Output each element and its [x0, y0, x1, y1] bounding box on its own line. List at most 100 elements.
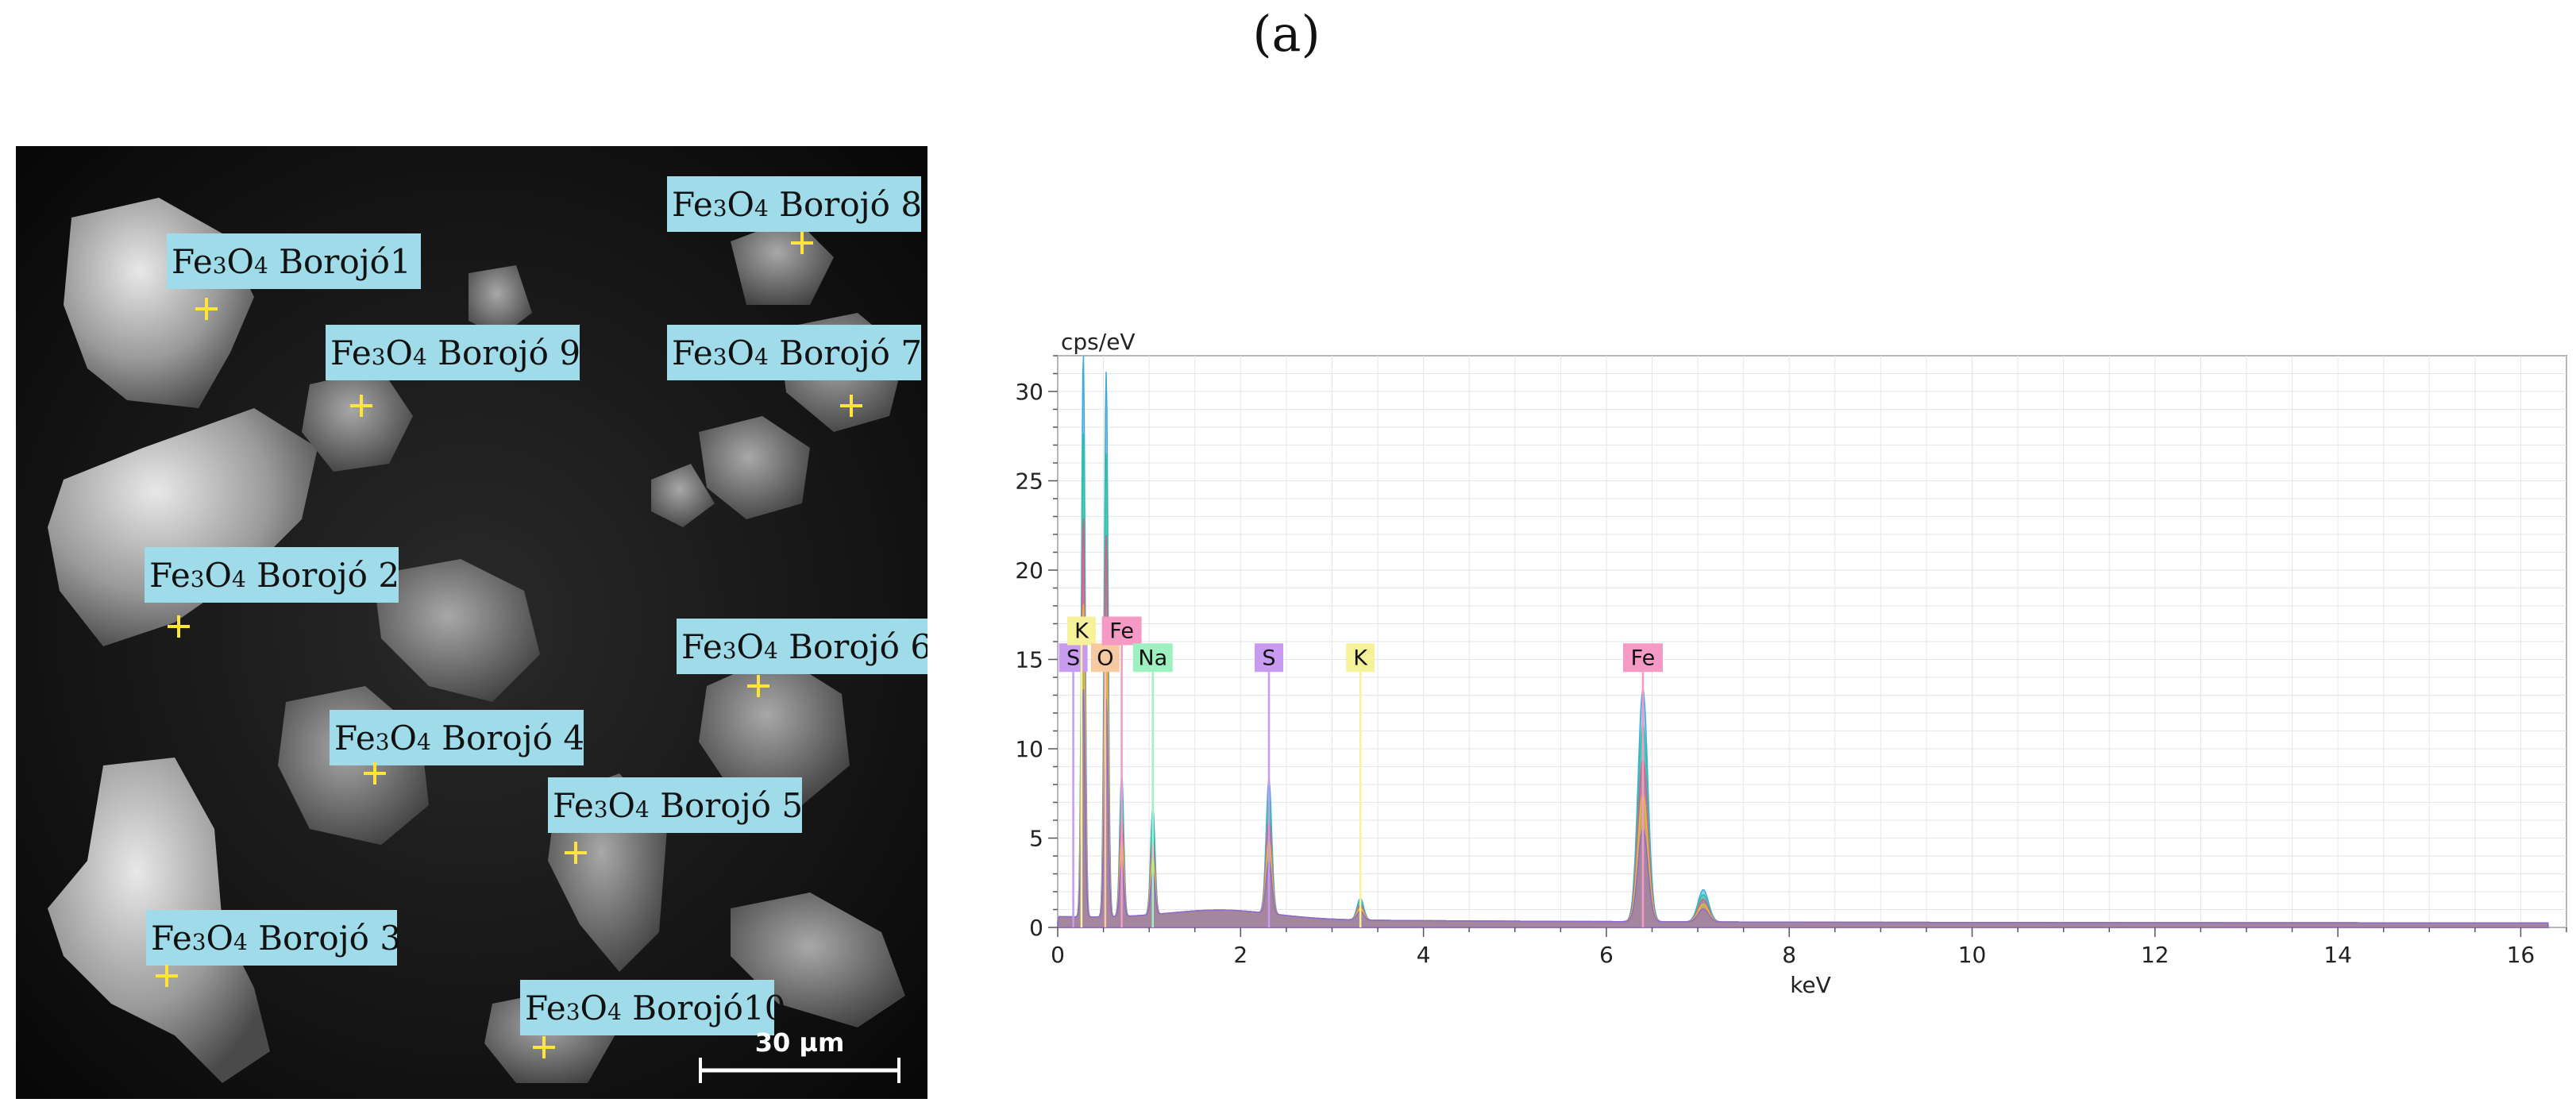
sem-label-text: Fe3O4 Borojó 2 — [149, 556, 399, 595]
sem-label-part: 4 — [754, 195, 769, 222]
sem-label-part: O — [727, 333, 754, 372]
y-tick-label: 25 — [1015, 468, 1043, 495]
y-tick-label: 0 — [1029, 915, 1043, 941]
x-tick-label: 16 — [2507, 942, 2536, 968]
sem-label-text: Fe3O4 Borojó 4 — [334, 719, 584, 758]
sem-label-part: Borojó 2 — [246, 556, 399, 595]
sem-label-part: 3 — [372, 344, 386, 370]
element-marker-fe: Fe — [1622, 643, 1663, 927]
sem-point-4: Fe3O4 Borojó 4 — [330, 710, 584, 785]
y-axis: 0 5 10 15 20 25 30 — [1015, 355, 1058, 941]
sem-label-part: Fe — [172, 242, 213, 281]
y-tick-label: 30 — [1015, 379, 1043, 405]
figure-label: (a) — [1252, 5, 1321, 63]
element-marker-label: S — [1066, 646, 1080, 670]
y-axis-label: cps/eV — [1061, 329, 1136, 355]
sem-label-part: 3 — [723, 638, 737, 664]
sem-label-part: 4 — [754, 344, 769, 370]
crosshair-icon — [350, 395, 372, 417]
spectrum-traces — [1057, 355, 2549, 928]
element-marker-label: Fe — [1109, 619, 1134, 644]
sem-label-part: 3 — [713, 195, 727, 222]
sem-label-part: 3 — [594, 796, 608, 823]
sem-point-8: Fe3O4 Borojó 8 — [667, 176, 922, 254]
sem-label-part: Borojó 3 — [248, 919, 401, 958]
sem-point-10: Fe3O4 Borojó10 — [520, 980, 785, 1058]
sem-label-part: O — [608, 786, 635, 825]
sem-label-part: O — [205, 556, 232, 595]
sem-label-part: 3 — [566, 999, 580, 1025]
crosshair-icon — [195, 298, 218, 320]
sem-label-part: Fe — [525, 989, 566, 1027]
element-marker-label: K — [1353, 646, 1368, 670]
sem-label-part: 4 — [232, 566, 246, 592]
x-axis-label: keV — [1790, 972, 1831, 998]
sem-label-part: O — [386, 333, 413, 372]
sem-label-part: Borojó1 — [268, 242, 411, 281]
crosshair-icon — [364, 762, 386, 785]
element-marker-o: O — [1090, 643, 1120, 927]
sem-label-box — [667, 325, 921, 380]
sem-label-part: Fe — [149, 556, 191, 595]
spectrum-series-5 — [1057, 689, 2549, 928]
sem-label-part: 3 — [713, 344, 727, 370]
x-tick-label: 10 — [1958, 942, 1987, 968]
element-marker-s: S — [1059, 643, 1088, 927]
sem-label-box — [548, 777, 802, 833]
sem-label-part: Borojó 7 — [769, 333, 922, 372]
sem-label-part: O — [390, 719, 417, 758]
sem-label-part: 3 — [191, 566, 205, 592]
sem-point-9: Fe3O4 Borojó 9 — [326, 325, 580, 417]
sem-label-part: Fe — [553, 786, 594, 825]
sem-label-box — [145, 547, 399, 603]
sem-label-text: Fe3O4 Borojó 5 — [553, 786, 803, 825]
sem-label-text: Fe3O4 Borojó 9 — [330, 333, 580, 372]
sem-label-box — [330, 710, 584, 765]
sem-label-part: 4 — [417, 729, 431, 755]
sem-label-part: Borojó 9 — [427, 333, 580, 372]
sem-label-part: 4 — [607, 999, 622, 1025]
sem-label-part: Fe — [334, 719, 376, 758]
sem-label-part: O — [580, 989, 607, 1027]
sem-label-part: Borojó10 — [622, 989, 786, 1027]
crosshair-icon — [565, 842, 587, 864]
sem-label-part: Fe — [330, 333, 372, 372]
sem-label-part: Borojó 8 — [769, 185, 922, 224]
element-marker-k: K — [1346, 643, 1375, 927]
x-tick-label: 2 — [1233, 942, 1248, 968]
element-marker-label: O — [1097, 646, 1113, 670]
crosshair-icon — [156, 965, 178, 987]
crosshair-icon — [168, 615, 190, 638]
element-marker-fe: Fe — [1101, 616, 1142, 927]
crosshair-icon — [533, 1036, 555, 1058]
crosshair-icon — [840, 395, 862, 417]
sem-label-part: 3 — [213, 253, 227, 279]
x-tick-label: 12 — [2141, 942, 2169, 968]
sem-label-part: Fe — [672, 185, 713, 224]
grid — [1057, 355, 2567, 928]
sem-label-part: O — [727, 185, 754, 224]
x-axis: 0 2 4 6 8 10 12 14 16 — [1051, 927, 2567, 968]
sem-point-7: Fe3O4 Borojó 7 — [667, 325, 922, 417]
x-tick-label: 0 — [1051, 942, 1065, 968]
sem-label-box — [167, 233, 421, 289]
sem-label-part: 4 — [635, 796, 650, 823]
crosshair-icon — [747, 675, 769, 697]
sem-label-part: Fe — [681, 627, 723, 666]
scale-bar-label: 30 µm — [755, 1027, 845, 1058]
crosshair-icon — [791, 232, 813, 254]
sem-label-part: Borojó 6 — [778, 627, 927, 666]
sem-label-part: Fe — [151, 919, 192, 958]
y-tick-label: 20 — [1015, 557, 1043, 584]
element-marker-k: K — [1066, 616, 1096, 927]
sem-label-text: Fe3O4 Borojó 8 — [672, 185, 922, 224]
sem-label-part: 3 — [192, 929, 206, 955]
sem-label-part: 4 — [764, 638, 778, 664]
element-marker-label: K — [1074, 619, 1089, 644]
sem-point-1: Fe3O4 Borojó1 — [167, 233, 421, 320]
sem-label-part: 4 — [233, 929, 248, 955]
y-tick-label: 10 — [1015, 736, 1043, 762]
